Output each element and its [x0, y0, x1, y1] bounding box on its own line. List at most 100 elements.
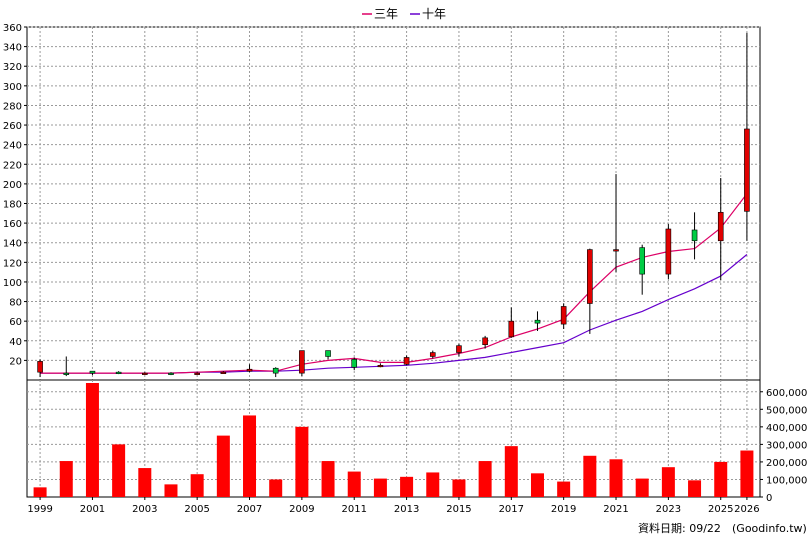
candle-body	[299, 350, 305, 374]
x-tick-label: 2017	[499, 504, 524, 515]
ma-three-year-line	[40, 193, 748, 374]
candle-body	[508, 320, 515, 338]
volume-bar	[347, 471, 361, 497]
price-ytick-label: 120	[3, 258, 22, 269]
price-panel: 20 40 60 80 100 120 140 160 180 200 220 240 260 280 30…	[3, 23, 761, 381]
x-tick-label: 1999	[27, 504, 52, 515]
volume-bar	[164, 484, 178, 497]
candle-body	[377, 364, 384, 368]
chart-legend: 三年 十年	[362, 7, 446, 21]
volume-bar	[138, 468, 152, 497]
x-tick-label: 2011	[342, 504, 367, 515]
volume-panel: 0 100,000 200,000 300,000 400,000 500,000 600,…	[26, 379, 807, 504]
price-ytick-label: 40	[9, 337, 22, 348]
volume-bar	[557, 481, 571, 497]
volume-bar	[478, 461, 492, 497]
candle-body	[482, 337, 488, 346]
candle-body	[691, 229, 698, 242]
footer-date: 資料日期: 09/22	[638, 521, 721, 535]
volume-ytick-label: 0	[766, 493, 772, 504]
volume-bar	[295, 426, 309, 497]
volume-bar	[190, 474, 204, 497]
x-tick-label: 2021	[603, 504, 628, 515]
price-ytick-label: 80	[9, 298, 22, 309]
legend-label-2: 十年	[422, 7, 446, 21]
price-ytick-label: 300	[3, 82, 22, 93]
candle-body	[456, 345, 462, 353]
volume-bar	[740, 450, 754, 497]
volume-bar	[321, 461, 335, 497]
volume-bar	[216, 435, 230, 497]
volume-bar	[504, 446, 518, 497]
candle-body	[429, 352, 436, 357]
volume-bar	[243, 415, 257, 497]
volume-ytick-label: 600,000	[766, 388, 807, 399]
candle-body	[220, 371, 227, 374]
price-ytick-label: 220	[3, 160, 22, 171]
volume-bar	[688, 480, 702, 497]
footer-source: (Goodinfo.tw)	[732, 522, 807, 535]
price-ytick-label: 100	[3, 278, 22, 289]
candle-body	[639, 247, 645, 275]
volume-ytick-label: 500,000	[766, 405, 807, 416]
volume-bar	[33, 487, 47, 497]
candle-body	[665, 228, 672, 275]
candle-body	[325, 350, 331, 357]
volume-bar	[112, 444, 126, 497]
candle-body	[63, 372, 70, 375]
volume-bar	[426, 472, 440, 497]
x-tick-label: 2001	[80, 504, 105, 515]
volume-bar	[583, 455, 597, 497]
volume-bar	[85, 383, 99, 497]
x-tick-label: 2005	[184, 504, 209, 515]
candle-body	[351, 359, 358, 368]
price-ytick-label: 240	[3, 141, 22, 152]
volume-bar	[373, 478, 387, 497]
price-ytick-label: 180	[3, 200, 22, 211]
candle-body	[194, 372, 200, 375]
volume-bar	[400, 476, 414, 497]
volume-bar	[714, 461, 728, 497]
volume-bar	[530, 473, 544, 497]
x-axis: 1999 2001 2003 2005 2007 2009 2011 2013 2015 2017…	[27, 497, 760, 515]
price-ytick-label: 20	[9, 356, 22, 367]
candle-body	[89, 370, 96, 374]
candle-body	[246, 368, 253, 372]
candle-body	[587, 249, 593, 304]
candle-body	[744, 128, 750, 212]
price-ytick-label: 320	[3, 62, 22, 73]
candle-body	[168, 372, 174, 375]
volume-bar	[661, 467, 675, 497]
price-ytick-label: 140	[3, 239, 22, 250]
volume-ytick-label: 400,000	[766, 423, 807, 434]
legend-label-1: 三年	[374, 7, 398, 21]
volume-bar	[635, 478, 649, 497]
candle-body	[37, 361, 43, 373]
volume-bar	[59, 461, 73, 497]
x-tick-label: 2019	[551, 504, 576, 515]
x-tick-label: 2009	[289, 504, 314, 515]
price-ytick-label: 340	[3, 43, 22, 54]
volume-bar	[452, 479, 466, 497]
x-tick-label: 2013	[394, 504, 419, 515]
volume-ytick-label: 300,000	[766, 440, 807, 451]
x-tick-label: 2023	[656, 504, 681, 515]
candle-body	[272, 367, 279, 374]
volume-ytick-label: 100,000	[766, 475, 807, 486]
price-ytick-label: 280	[3, 101, 22, 112]
price-ytick-label: 160	[3, 219, 22, 230]
candle-body	[142, 372, 148, 375]
volume-bar	[269, 479, 283, 497]
x-tick-label: 2015	[446, 504, 471, 515]
x-tick-label: 2003	[132, 504, 157, 515]
price-ytick-label: 260	[3, 121, 22, 132]
candle-body	[717, 212, 724, 242]
candle-body	[560, 306, 567, 325]
volume-bar	[609, 459, 623, 497]
price-ytick-label: 60	[9, 317, 22, 328]
candle-body	[613, 249, 619, 252]
candle-body	[115, 371, 122, 374]
volume-ytick-label: 200,000	[766, 458, 807, 469]
x-tick-label: 2007	[237, 504, 262, 515]
